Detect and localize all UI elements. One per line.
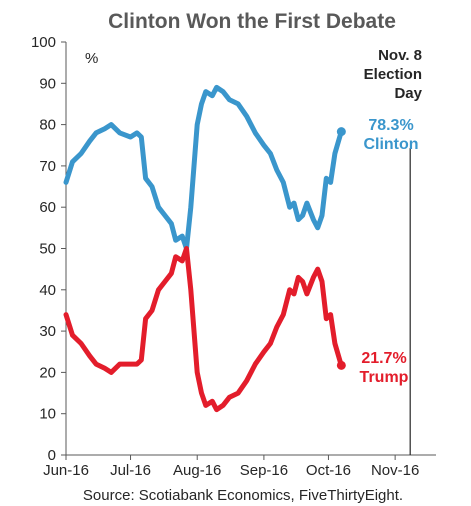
y-tick-label: 40 — [39, 282, 56, 299]
election-day-label-line-2: Election — [364, 66, 422, 83]
y-unit-label: % — [85, 50, 98, 67]
y-tick-label: 80 — [39, 117, 56, 134]
source-note: Source: Scotiabank Economics, FiveThirty… — [83, 487, 403, 504]
series-line-trump — [63, 246, 344, 413]
chart-title: Clinton Won the First Debate — [108, 10, 396, 33]
y-tick-label: 0 — [48, 447, 56, 464]
election-day-label-line-1: Nov. 8 — [378, 47, 422, 64]
y-tick-label: 50 — [39, 241, 56, 258]
end-name-label-trump: Trump — [360, 369, 409, 386]
x-tick-label: Nov-16 — [371, 462, 419, 479]
series-line-clinton — [63, 84, 344, 251]
y-tick-label: 60 — [39, 199, 56, 216]
election-day-label-line-3: Day — [394, 85, 422, 102]
end-name-label-clinton: Clinton — [363, 136, 418, 153]
y-axis: 0 10 20 30 40 50 60 70 80 90 100 — [31, 34, 67, 464]
end-point-trump — [336, 360, 346, 370]
end-value-label-trump: 21.7% — [361, 350, 406, 367]
end-point-clinton — [336, 127, 346, 137]
x-axis: Jun-16 Jul-16 Aug-16 Sep-16 Oct-16 Nov-16 — [43, 454, 436, 479]
x-tick-label: Oct-16 — [306, 462, 351, 479]
y-tick-label: 10 — [39, 406, 56, 423]
x-tick-label: Aug-16 — [173, 462, 221, 479]
y-tick-label: 70 — [39, 158, 56, 175]
y-tick-label: 20 — [39, 364, 56, 381]
y-tick-label: 100 — [31, 34, 56, 51]
x-tick-label: Jul-16 — [110, 462, 151, 479]
y-tick-label: 30 — [39, 323, 56, 340]
end-value-label-clinton: 78.3% — [368, 117, 413, 134]
x-tick-label: Sep-16 — [240, 462, 288, 479]
y-tick-label: 90 — [39, 75, 56, 92]
x-tick-label: Jun-16 — [43, 462, 89, 479]
